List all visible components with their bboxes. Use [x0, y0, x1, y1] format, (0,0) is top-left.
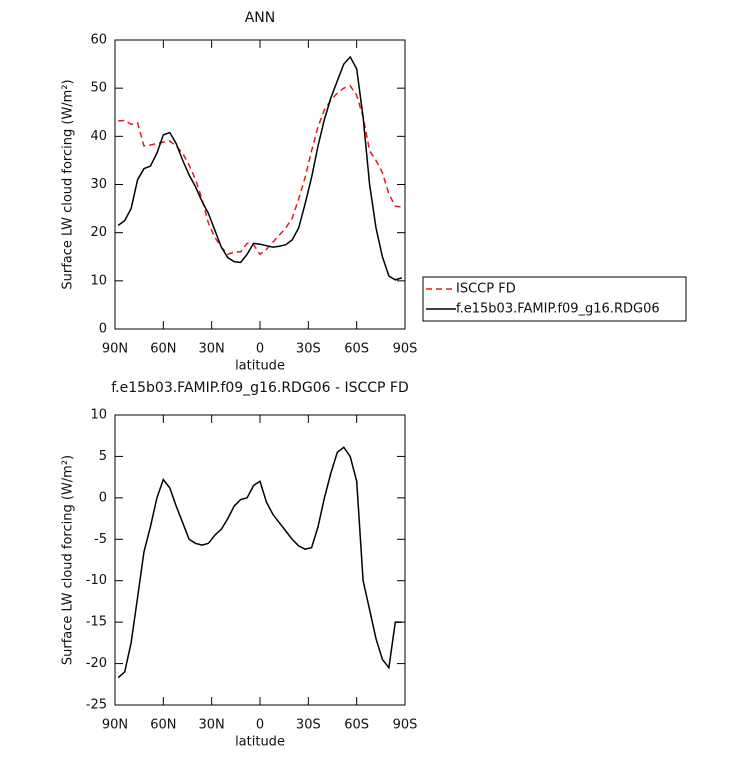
- x-tick-label: 60S: [344, 718, 369, 733]
- x-tick-label: 60N: [150, 718, 176, 733]
- y-tick-label: 0: [99, 490, 107, 505]
- y-tick-label: 0: [99, 322, 107, 337]
- y-tick-label: 30: [90, 177, 107, 192]
- y-axis-label: Surface LW cloud forcing (W/m²): [61, 79, 76, 289]
- x-tick-label: 90S: [393, 718, 418, 733]
- y-tick-label: 10: [90, 273, 107, 288]
- y-axis-label: Surface LW cloud forcing (W/m²): [61, 455, 76, 665]
- legend-box: [422, 276, 687, 322]
- y-tick-label: -10: [86, 573, 107, 588]
- y-tick-label: 20: [90, 225, 107, 240]
- x-tick-label: 30S: [296, 342, 321, 357]
- chart-title: ANN: [245, 10, 276, 26]
- x-tick-label: 30N: [199, 342, 225, 357]
- y-tick-label: 40: [90, 129, 107, 144]
- series-line: [117, 446, 402, 679]
- x-tick-label: 0: [256, 718, 264, 733]
- x-tick-label: 30S: [296, 718, 321, 733]
- y-tick-label: -15: [86, 615, 107, 630]
- legend-label: ISCCP FD: [456, 282, 516, 297]
- series-line: [118, 84, 402, 256]
- x-tick-label: 90S: [393, 342, 418, 357]
- x-tick-label: 90N: [102, 342, 128, 357]
- x-tick-label: 60S: [344, 342, 369, 357]
- plot-frame: [114, 39, 406, 330]
- series-line: [117, 55, 403, 281]
- y-tick-label: 10: [90, 408, 107, 423]
- y-tick-label: -5: [94, 532, 107, 547]
- x-tick-label: 90N: [102, 718, 128, 733]
- x-tick-label: 30N: [199, 718, 225, 733]
- y-tick-label: -25: [86, 698, 107, 713]
- y-tick-label: 50: [90, 81, 107, 96]
- y-tick-label: -20: [86, 656, 107, 671]
- x-axis-label: latitude: [235, 359, 285, 374]
- y-tick-label: 5: [99, 449, 107, 464]
- x-axis-label: latitude: [235, 735, 285, 750]
- y-tick-label: 60: [90, 33, 107, 48]
- x-tick-label: 0: [256, 342, 264, 357]
- chart-title: f.e15b03.FAMIP.f09_g16.RDG06 - ISCCP FD: [111, 380, 409, 396]
- x-tick-label: 60N: [150, 342, 176, 357]
- legend-label: f.e15b03.FAMIP.f09_g16.RDG06: [456, 302, 660, 317]
